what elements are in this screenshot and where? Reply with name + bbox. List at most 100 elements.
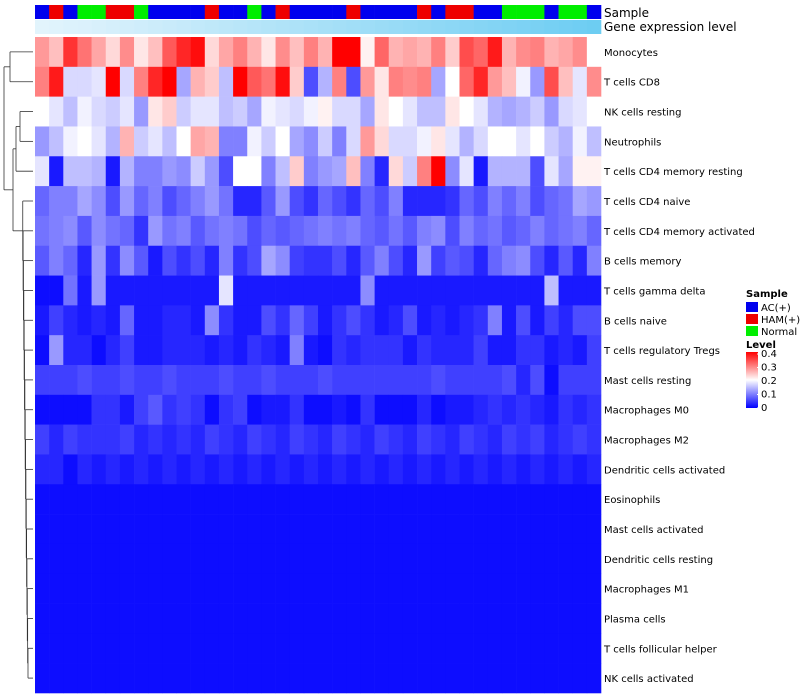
heatmap-cell — [586, 305, 602, 336]
heatmap-cell — [516, 394, 531, 425]
heatmap-cell — [332, 37, 347, 68]
heatmap-cell — [289, 454, 305, 485]
heatmap-cell — [35, 394, 50, 425]
heatmap-cell — [275, 37, 290, 68]
heatmap-cell — [77, 186, 92, 217]
heatmap-cell — [586, 394, 602, 425]
heatmap-cell — [247, 454, 262, 485]
heatmap-cell — [558, 394, 573, 425]
row-label: Dendritic cells resting — [604, 555, 713, 566]
heatmap-cell — [544, 484, 559, 515]
heatmap-cell — [530, 365, 545, 396]
heatmap-cell — [544, 96, 559, 127]
heatmap-cell — [332, 573, 347, 604]
heatmap-cell — [35, 484, 50, 515]
heatmap-cell — [431, 245, 446, 276]
heatmap-cell — [134, 365, 149, 396]
heatmap-cell — [105, 66, 121, 97]
heatmap-cell — [134, 305, 149, 336]
heatmap-cell — [176, 66, 191, 97]
heatmap-cell — [148, 454, 163, 485]
heatmap-cell — [63, 156, 78, 187]
heatmap-cell — [233, 37, 248, 68]
heatmap-cell — [162, 37, 177, 68]
heatmap-cell — [318, 245, 333, 276]
heatmap-cell — [572, 663, 588, 694]
heatmap-cell — [586, 275, 602, 306]
heatmap-cell — [162, 454, 177, 485]
heatmap-cell — [190, 365, 206, 396]
heatmap-cell — [190, 633, 206, 664]
expression-cell — [360, 20, 375, 34]
heatmap-cell — [289, 633, 305, 664]
heatmap-cell — [572, 514, 588, 545]
sample-cell — [119, 5, 135, 19]
heatmap-cell — [388, 603, 404, 634]
heatmap-cell — [544, 514, 559, 545]
heatmap-cell — [49, 186, 64, 217]
heatmap-cell — [459, 126, 474, 157]
heatmap-cell — [360, 663, 375, 694]
row-dendrogram — [3, 51, 33, 679]
heatmap-cell — [501, 245, 517, 276]
sample-cell — [303, 5, 319, 19]
heatmap-cell — [204, 126, 220, 157]
heatmap-cell — [501, 424, 517, 455]
heatmap-cell — [105, 96, 121, 127]
heatmap-cell — [35, 663, 50, 694]
heatmap-cell — [162, 245, 177, 276]
heatmap-cell — [289, 484, 305, 515]
heatmap-cell — [487, 215, 503, 247]
heatmap-cell — [303, 424, 319, 455]
heatmap-cell — [91, 573, 107, 604]
heatmap-cell — [445, 186, 460, 217]
heatmap-cell — [318, 454, 333, 485]
heatmap-cell — [289, 543, 305, 575]
heatmap-cell — [162, 573, 177, 604]
heatmap-cell — [318, 156, 333, 187]
heatmap-cell — [261, 335, 276, 366]
heatmap-cell — [49, 335, 64, 366]
heatmap-cell — [473, 66, 489, 97]
heatmap-cell — [204, 454, 220, 485]
heatmap-cell — [417, 573, 432, 604]
heatmap-cell — [431, 603, 446, 634]
expression-cell — [91, 20, 107, 34]
legend-level-title: Level — [746, 340, 776, 351]
heatmap-cell — [318, 66, 333, 97]
heatmap-cell — [148, 96, 163, 127]
heatmap-cell — [558, 573, 573, 604]
heatmap-cell — [572, 96, 588, 127]
heatmap-cell — [63, 603, 78, 634]
heatmap-cell — [586, 454, 602, 485]
heatmap-cell — [431, 663, 446, 694]
heatmap-cell — [346, 663, 361, 694]
heatmap-cell — [544, 603, 559, 634]
heatmap-cell — [134, 126, 149, 157]
heatmap-cell — [63, 275, 78, 306]
heatmap-cell — [233, 573, 248, 604]
legend-tick-label: 0.4 — [761, 349, 777, 360]
heatmap-cell — [218, 245, 234, 276]
heatmap-cell — [374, 126, 390, 157]
heatmap-cell — [544, 275, 559, 306]
heatmap-cell — [275, 543, 290, 575]
heatmap-cell — [35, 126, 50, 157]
heatmap-cell — [445, 424, 460, 455]
heatmap-cell — [233, 126, 248, 157]
heatmap-cell — [35, 305, 50, 336]
heatmap-cell — [459, 66, 474, 97]
heatmap-cell — [176, 663, 191, 694]
heatmap-cell — [530, 454, 545, 485]
heatmap-cell — [473, 394, 489, 425]
heatmap-cell — [402, 365, 418, 396]
heatmap-cell — [318, 365, 333, 396]
heatmap-cell — [402, 126, 418, 157]
expression-cell — [105, 20, 121, 34]
legend-tick-label: 0.2 — [761, 376, 777, 387]
heatmap-cell — [134, 156, 149, 187]
heatmap-cell — [445, 66, 460, 97]
heatmap-cell — [360, 156, 375, 187]
heatmap-cell — [332, 66, 347, 97]
heatmap-cell — [247, 37, 262, 68]
